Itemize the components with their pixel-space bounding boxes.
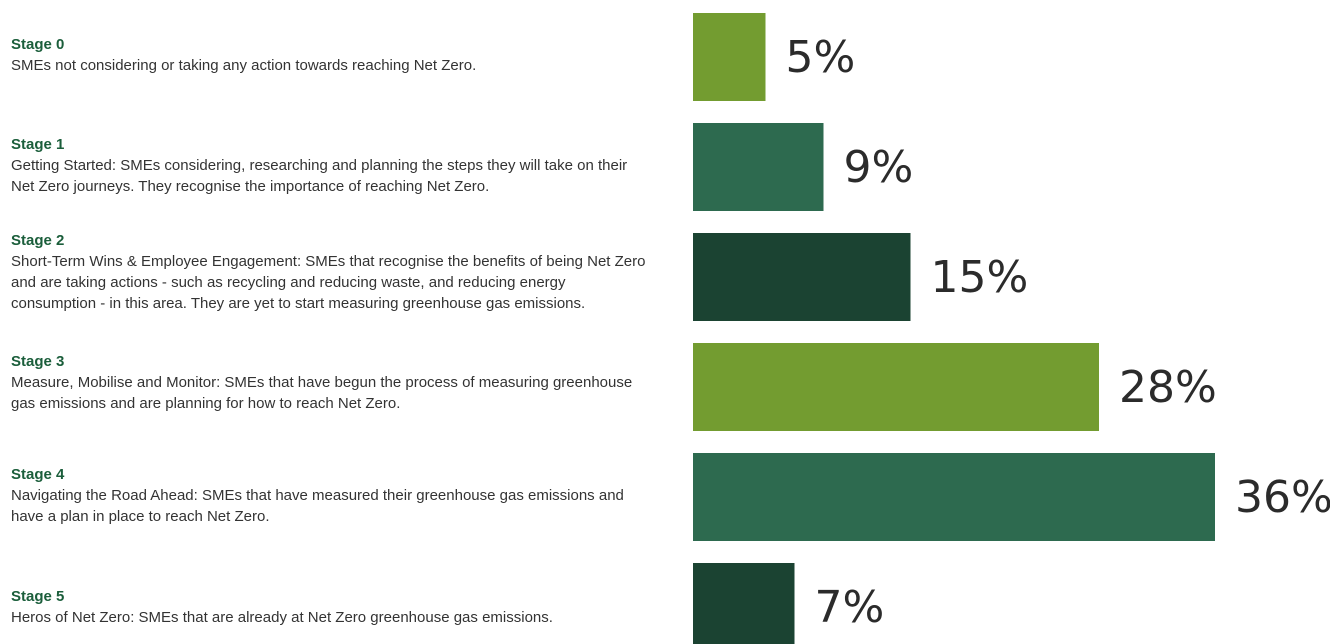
stage-description: Short-Term Wins & Employee Engagement: S… [11,253,646,312]
stage-descriptions: Stage 0 SMEs not considering or taking a… [0,0,660,644]
bar-value-label-3: 28% [1119,362,1217,413]
stage-item-1: Stage 1 Getting Started: SMEs considerin… [11,134,651,197]
stage-title: Stage 1 [11,136,65,153]
bar-value-label-5: 7% [815,582,885,633]
stage-title: Stage 0 [11,36,65,53]
bar-0 [693,13,766,101]
bar-value-label-2: 15% [931,252,1029,303]
stage-title: Stage 2 [11,232,65,249]
stage-title: Stage 5 [11,588,65,605]
stage-item-2: Stage 2 Short-Term Wins & Employee Engag… [11,230,651,314]
stage-description: Heros of Net Zero: SMEs that are already… [11,609,553,626]
bar-2 [693,233,911,321]
bar-3 [693,343,1099,431]
stage-item-0: Stage 0 SMEs not considering or taking a… [11,34,651,76]
stage-description: Measure, Mobilise and Monitor: SMEs that… [11,374,633,412]
stage-description: Getting Started: SMEs considering, resea… [11,157,628,195]
bar-value-label-0: 5% [786,32,856,83]
stage-description: Navigating the Road Ahead: SMEs that hav… [11,487,624,525]
stage-item-5: Stage 5 Heros of Net Zero: SMEs that are… [11,586,651,628]
stage-title: Stage 4 [11,466,65,483]
stage-item-4: Stage 4 Navigating the Road Ahead: SMEs … [11,464,651,527]
bar-value-label-4: 36% [1235,472,1330,523]
bar-5 [693,563,795,644]
bar-4 [693,453,1215,541]
stage-title: Stage 3 [11,353,65,370]
bar-value-label-1: 9% [844,142,914,193]
stage-description: SMEs not considering or taking any actio… [11,57,477,74]
stage-item-3: Stage 3 Measure, Mobilise and Monitor: S… [11,351,651,414]
bar-1 [693,123,824,211]
